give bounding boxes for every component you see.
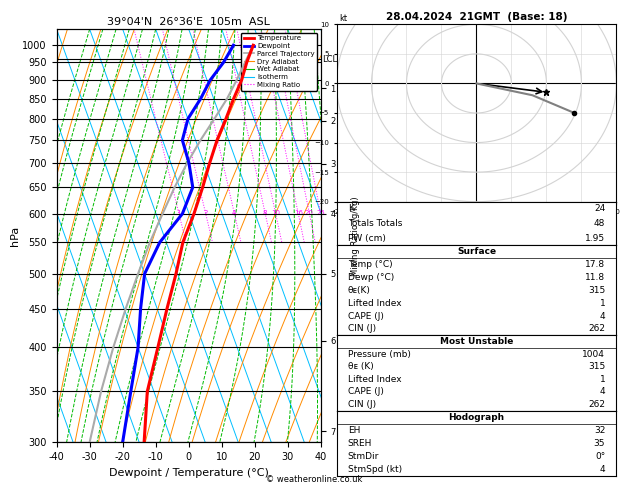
Text: 24: 24 <box>594 205 605 213</box>
Text: 4: 4 <box>599 312 605 321</box>
Text: 2: 2 <box>203 210 208 216</box>
Text: StmSpd (kt): StmSpd (kt) <box>348 465 402 474</box>
Text: 315: 315 <box>588 362 605 371</box>
Text: Hodograph: Hodograph <box>448 413 504 422</box>
Text: 262: 262 <box>588 400 605 409</box>
Text: 4: 4 <box>599 387 605 397</box>
Text: Dewp (°C): Dewp (°C) <box>348 273 394 282</box>
Text: 35: 35 <box>594 439 605 448</box>
Text: 1004: 1004 <box>582 349 605 359</box>
Text: 262: 262 <box>588 325 605 333</box>
Text: kt: kt <box>339 14 347 22</box>
Text: 4: 4 <box>599 465 605 474</box>
Text: Pressure (mb): Pressure (mb) <box>348 349 411 359</box>
Text: 28.04.2024  21GMT  (Base: 18): 28.04.2024 21GMT (Base: 18) <box>386 12 567 22</box>
Text: 48: 48 <box>594 219 605 228</box>
Text: 20: 20 <box>305 210 314 216</box>
Text: 11.8: 11.8 <box>585 273 605 282</box>
Text: 17.8: 17.8 <box>585 260 605 269</box>
Text: 4: 4 <box>232 210 237 216</box>
Text: θᴇ(K): θᴇ(K) <box>348 286 370 295</box>
Text: 1.95: 1.95 <box>585 234 605 243</box>
Legend: Temperature, Dewpoint, Parcel Trajectory, Dry Adiabat, Wet Adiabat, Isotherm, Mi: Temperature, Dewpoint, Parcel Trajectory… <box>241 33 317 90</box>
Text: 1: 1 <box>599 375 605 384</box>
Text: 8: 8 <box>263 210 267 216</box>
Text: © weatheronline.co.uk: © weatheronline.co.uk <box>266 474 363 484</box>
Text: Totals Totals: Totals Totals <box>348 219 402 228</box>
Text: StmDir: StmDir <box>348 452 379 461</box>
Text: Lifted Index: Lifted Index <box>348 375 401 384</box>
Text: 315: 315 <box>588 286 605 295</box>
Text: θᴇ (K): θᴇ (K) <box>348 362 374 371</box>
Y-axis label: hPa: hPa <box>9 226 19 246</box>
Text: CIN (J): CIN (J) <box>348 400 376 409</box>
Text: 16: 16 <box>294 210 303 216</box>
Text: CAPE (J): CAPE (J) <box>348 312 384 321</box>
X-axis label: Dewpoint / Temperature (°C): Dewpoint / Temperature (°C) <box>109 468 269 478</box>
Text: Most Unstable: Most Unstable <box>440 337 513 346</box>
Text: EH: EH <box>348 426 360 435</box>
Text: K: K <box>348 205 353 213</box>
Text: Temp (°C): Temp (°C) <box>348 260 392 269</box>
Text: CIN (J): CIN (J) <box>348 325 376 333</box>
Text: LCL: LCL <box>323 55 338 64</box>
Text: 25: 25 <box>316 210 325 216</box>
Text: 10: 10 <box>271 210 280 216</box>
Text: CAPE (J): CAPE (J) <box>348 387 384 397</box>
Text: 1: 1 <box>177 210 181 216</box>
Text: Surface: Surface <box>457 247 496 256</box>
Text: Mixing Ratio (g/kg): Mixing Ratio (g/kg) <box>351 196 360 276</box>
Text: 1: 1 <box>599 299 605 308</box>
Y-axis label: km
ASL: km ASL <box>338 228 358 243</box>
Title: 39°04'N  26°36'E  105m  ASL: 39°04'N 26°36'E 105m ASL <box>108 17 270 27</box>
Text: 0°: 0° <box>595 452 605 461</box>
Text: Lifted Index: Lifted Index <box>348 299 401 308</box>
Text: SREH: SREH <box>348 439 372 448</box>
Text: PW (cm): PW (cm) <box>348 234 386 243</box>
Text: 32: 32 <box>594 426 605 435</box>
